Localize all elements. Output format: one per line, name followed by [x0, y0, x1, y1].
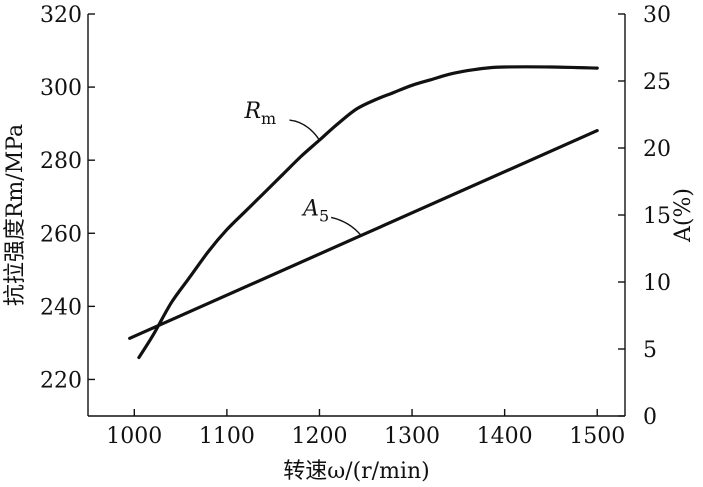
- x-tick-label: 1400: [477, 424, 533, 449]
- y-left-tick-label: 320: [40, 3, 82, 28]
- y-right-tick-label: 20: [643, 137, 671, 162]
- series-labels: Rm A5: [243, 99, 362, 236]
- x-tick-label: 1500: [569, 424, 625, 449]
- x-axis-title: 转速ω/(r/min): [283, 459, 430, 484]
- y-right-axis-title: A(%): [671, 188, 696, 243]
- y-left-tick-label: 260: [40, 222, 82, 247]
- y-right-tick-label: 30: [643, 3, 671, 28]
- series-line-rm: [137, 65, 599, 360]
- x-tick-label: 1200: [291, 424, 347, 449]
- plot-frame: [87, 14, 626, 417]
- y-left-axis-title: 抗拉强度Rm/MPa: [3, 124, 28, 306]
- y-right-tick-label: 0: [643, 405, 657, 430]
- series-label-a5: A5: [301, 196, 329, 225]
- series-leader-rm: [289, 119, 321, 141]
- x-tick-label: 1300: [384, 424, 440, 449]
- series-line-a5: [128, 129, 599, 340]
- y-left-tick-label: 300: [40, 76, 82, 101]
- y-left-tick-label: 220: [40, 368, 82, 393]
- y-right-tick-label: 15: [643, 204, 671, 229]
- x-tick-label: 1100: [199, 424, 255, 449]
- y-right-ticks: 0 5 10 15 20 25 30: [618, 3, 671, 430]
- x-ticks: 1000 1100 1200 1300 1400 1500: [106, 409, 625, 449]
- x-tick-label: 1000: [106, 424, 162, 449]
- series-leader-a5: [330, 216, 362, 236]
- y-right-tick-label: 5: [643, 338, 657, 363]
- y-left-ticks: 220 240 260 280 300 320: [40, 3, 95, 393]
- y-right-tick-label: 25: [643, 70, 671, 95]
- y-right-tick-label: 10: [643, 271, 671, 296]
- y-left-tick-label: 280: [40, 149, 82, 174]
- series-label-rm: Rm: [243, 99, 276, 128]
- y-left-tick-label: 240: [40, 295, 82, 320]
- series-group: [128, 65, 599, 360]
